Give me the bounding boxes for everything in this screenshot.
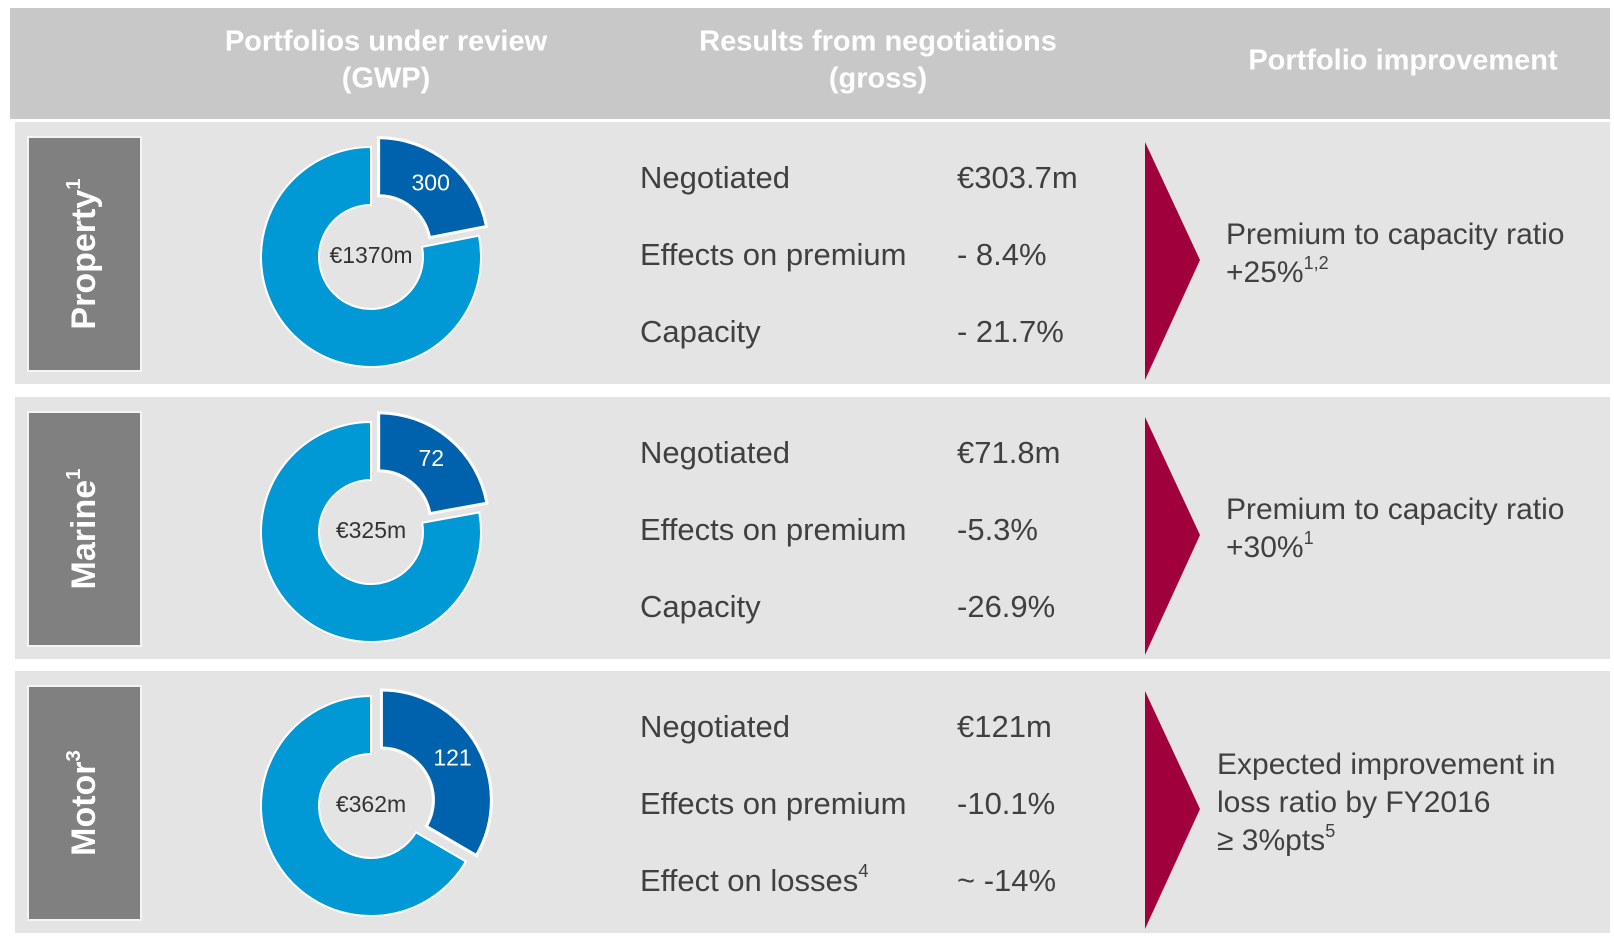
improvement-text: Expected improvement in	[1217, 748, 1556, 781]
result-name-text: Effects on premium	[640, 786, 906, 821]
superscript: 1	[63, 178, 85, 189]
row-label-text: Motor	[65, 761, 103, 855]
result-name: Negotiated	[640, 160, 790, 195]
superscript: 1	[1304, 528, 1314, 548]
improvement-text: +25%1,2	[1226, 253, 1329, 289]
donut-highlight	[379, 688, 493, 858]
result-value: €71.8m	[957, 435, 1060, 470]
donut-total-label: €1370m	[329, 242, 412, 268]
superscript: 3	[63, 750, 85, 761]
result-name: Effects on premium	[640, 237, 906, 272]
row-label: Marine1	[63, 469, 103, 590]
donut-highlight	[377, 136, 489, 240]
donut-total-label: €362m	[336, 791, 406, 817]
row-label-box	[27, 685, 142, 921]
donut-total-label: €325m	[336, 517, 406, 543]
improvement-text: Premium to capacity ratio	[1226, 493, 1564, 526]
row-label-box	[27, 411, 142, 647]
header-band	[10, 8, 1610, 119]
result-name-text: Negotiated	[640, 160, 790, 195]
header-text: Results from negotiations	[699, 26, 1057, 58]
row-label: Motor3	[63, 750, 103, 856]
donut-highlight	[377, 411, 489, 516]
improvement-line: +25%	[1226, 256, 1304, 289]
result-value: -10.1%	[957, 786, 1055, 821]
result-name-text: Negotiated	[640, 435, 790, 470]
result-value: €121m	[957, 709, 1052, 744]
result-value: - 21.7%	[957, 314, 1064, 349]
improvement-line: ≥ 3%pts	[1217, 824, 1325, 857]
row-label-text: Marine	[65, 480, 103, 590]
improvement-text: Premium to capacity ratio	[1226, 218, 1564, 251]
superscript: 4	[858, 860, 868, 881]
result-name: Capacity	[640, 589, 761, 624]
improvement-text: loss ratio by FY2016	[1217, 786, 1490, 819]
result-value: -26.9%	[957, 589, 1055, 624]
result-name: Effect on losses4	[640, 860, 869, 898]
header-text: (GWP)	[342, 63, 431, 95]
donut-value-label: 300	[411, 169, 449, 195]
result-name: Effects on premium	[640, 512, 906, 547]
improvement-line: Expected improvement in	[1217, 748, 1556, 781]
superscript: 1	[63, 469, 85, 480]
result-name-text: Effects on premium	[640, 237, 906, 272]
result-value: - 8.4%	[957, 237, 1047, 272]
donut-rest	[260, 420, 482, 643]
arrow	[1145, 142, 1200, 380]
arrow	[1145, 691, 1200, 929]
donut-rest	[260, 694, 468, 917]
donut-value-label: 72	[418, 445, 444, 471]
arrow	[1145, 417, 1200, 655]
result-name: Capacity	[640, 314, 761, 349]
header-text: Portfolio improvement	[1248, 45, 1558, 77]
improvement-line: Premium to capacity ratio	[1226, 218, 1564, 251]
donut-value-label: 121	[433, 744, 471, 770]
result-name: Negotiated	[640, 435, 790, 470]
result-name: Effects on premium	[640, 786, 906, 821]
row-label: Property1	[63, 178, 103, 329]
result-value: ~ -14%	[957, 863, 1056, 898]
result-value: -5.3%	[957, 512, 1038, 547]
superscript: 1,2	[1304, 253, 1329, 273]
row-label-text: Property	[65, 190, 103, 330]
result-name-text: Capacity	[640, 589, 761, 624]
improvement-text: ≥ 3%pts5	[1217, 821, 1335, 857]
result-name-text: Effect on losses	[640, 863, 858, 898]
improvement-text: +30%1	[1226, 528, 1314, 564]
result-name-text: Capacity	[640, 314, 761, 349]
result-name-text: Effects on premium	[640, 512, 906, 547]
improvement-line: Premium to capacity ratio	[1226, 493, 1564, 526]
improvement-line: loss ratio by FY2016	[1217, 786, 1490, 819]
header-text: Portfolios under review	[225, 26, 548, 58]
result-name-text: Negotiated	[640, 709, 790, 744]
row-label-box	[27, 136, 142, 372]
result-value: €303.7m	[957, 160, 1078, 195]
header-text: (gross)	[829, 63, 927, 95]
result-name: Negotiated	[640, 709, 790, 744]
donut-rest	[260, 145, 482, 368]
improvement-line: +30%	[1226, 531, 1304, 564]
superscript: 5	[1325, 821, 1335, 841]
